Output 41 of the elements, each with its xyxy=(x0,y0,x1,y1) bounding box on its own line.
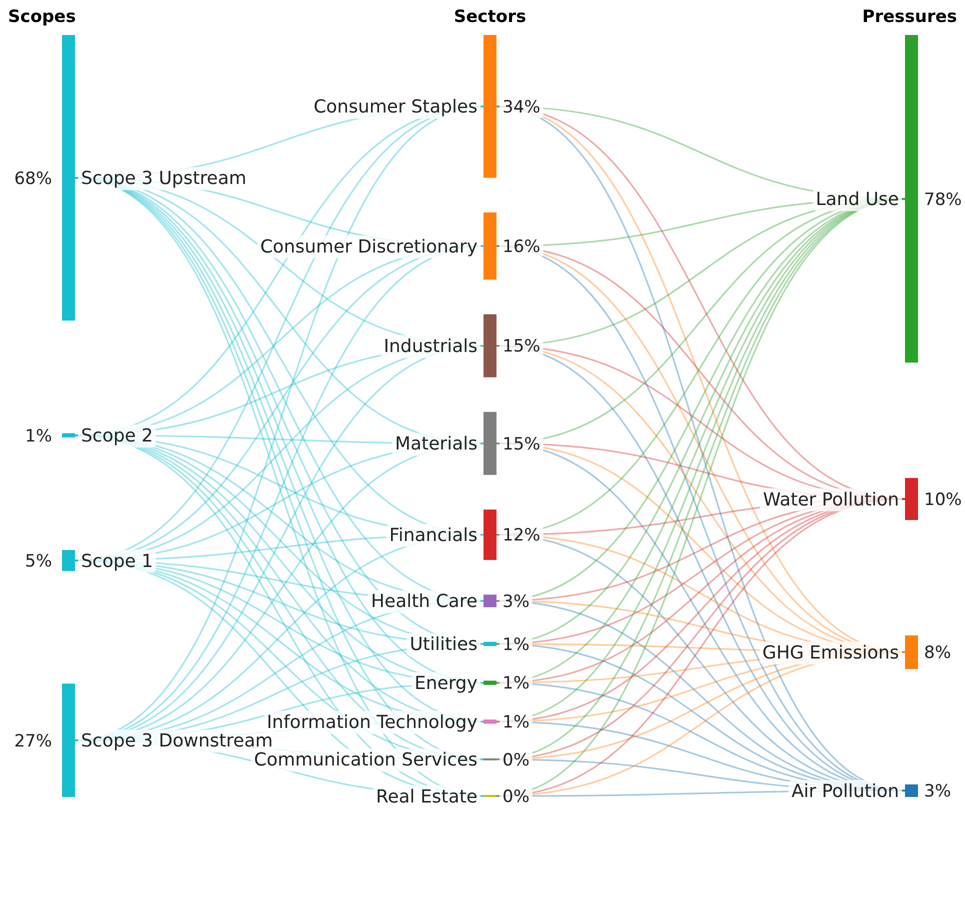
data-label: 1% xyxy=(25,426,52,446)
text: Sectors xyxy=(454,7,526,27)
category-label: Communication Services xyxy=(254,750,478,771)
data-label: 8% xyxy=(924,643,951,664)
data-label: 5% xyxy=(25,551,52,572)
data-label: 15% xyxy=(502,434,540,454)
data-label: 78% xyxy=(924,190,962,210)
category-label: Scope 2 xyxy=(81,426,154,447)
data-label: 15% xyxy=(502,336,540,357)
category-label: Water Pollution xyxy=(762,489,899,510)
data-label: 3% xyxy=(924,782,951,802)
category-label: Real Estate xyxy=(376,786,478,808)
category-label: Air Pollution xyxy=(791,781,899,802)
category-label: Information Technology xyxy=(266,712,478,733)
data-label: 0% xyxy=(502,786,530,807)
data-label: 1% xyxy=(502,674,530,694)
category-label: Materials xyxy=(394,434,478,455)
category-label: Financials xyxy=(389,525,478,546)
data-label: 10% xyxy=(924,490,962,510)
category-label: Scope 3 Downstream xyxy=(81,730,273,752)
category-label: Energy xyxy=(414,673,478,694)
data-label: 27% xyxy=(14,731,52,752)
data-label: 3% xyxy=(502,592,530,612)
text: Scopes xyxy=(8,7,76,27)
category-label: Consumer Staples xyxy=(314,96,478,118)
data-label: 34% xyxy=(502,97,540,118)
data-label: 1% xyxy=(502,712,530,733)
category-label: GHG Emissions xyxy=(762,642,899,664)
data-label: 0% xyxy=(502,750,530,770)
category-label: Health Care xyxy=(370,591,478,612)
category-label: Scope 3 Upstream xyxy=(81,168,246,190)
category-label: Industrials xyxy=(384,336,478,358)
category-label: Utilities xyxy=(410,634,478,656)
category-label: Scope 1 xyxy=(81,550,154,572)
data-label: 12% xyxy=(502,526,540,546)
text: Pressures xyxy=(862,7,957,27)
data-label: 1% xyxy=(502,634,530,655)
category-label: Consumer Discretionary xyxy=(260,236,478,258)
category-label: Land Use xyxy=(816,189,899,210)
data-label: 68% xyxy=(14,168,52,189)
data-label: 16% xyxy=(502,236,540,257)
